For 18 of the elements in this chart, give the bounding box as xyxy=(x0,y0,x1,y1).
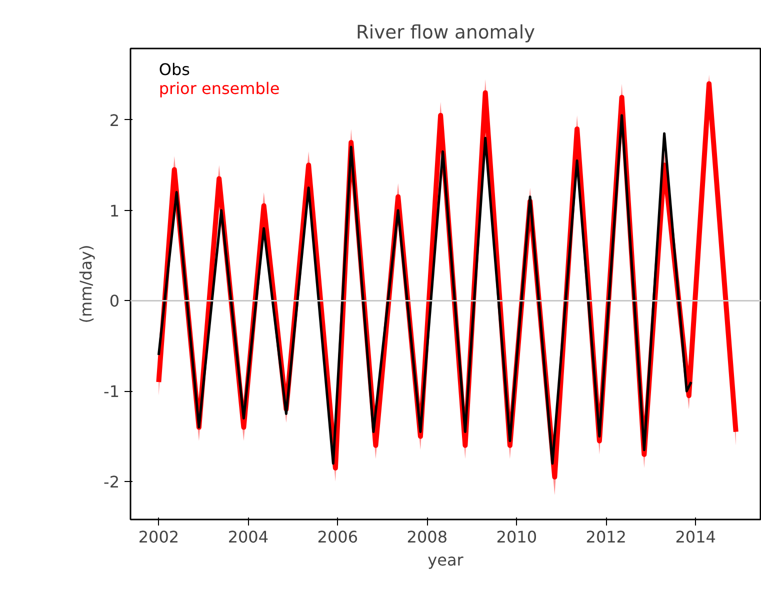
x-tick-label: 2010 xyxy=(496,528,538,546)
x-tick-label: 2014 xyxy=(675,528,716,546)
x-axis-title: year xyxy=(428,550,464,570)
x-tick-label: 2012 xyxy=(586,528,626,546)
y-axis-title: (mm/day) xyxy=(76,244,96,324)
y-tick-label: 2 xyxy=(109,110,120,130)
x-tick-label: 2008 xyxy=(406,528,448,546)
y-tick-label: -2 xyxy=(104,472,120,492)
x-tick-label: 2004 xyxy=(228,528,269,546)
y-tick-label: -1 xyxy=(104,382,120,402)
chart-title: River flow anomaly xyxy=(356,22,536,44)
y-tick-label: 0 xyxy=(109,292,120,311)
text: prior ensemble xyxy=(158,79,280,98)
text: Obs xyxy=(158,60,190,80)
line-series xyxy=(157,114,692,465)
y-tick-label: 1 xyxy=(109,201,120,220)
x-tick-label: 2006 xyxy=(317,528,358,546)
x-tick-label: 2002 xyxy=(138,528,180,546)
